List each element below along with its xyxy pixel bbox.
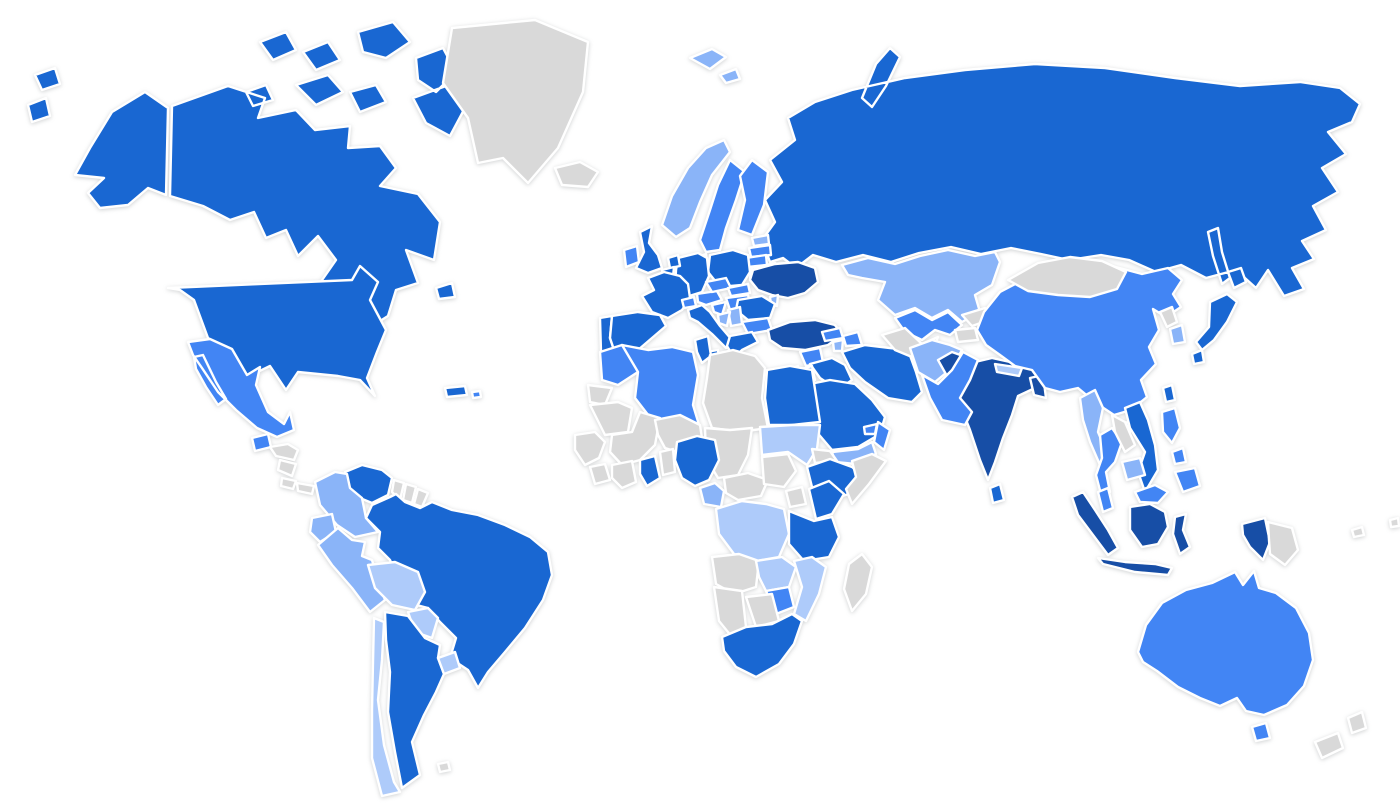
country-sri-lanka[interactable]	[988, 482, 1006, 505]
country-ivory-coast[interactable]	[610, 459, 638, 490]
country-azerbaijan[interactable]	[841, 330, 864, 348]
country-uruguay[interactable]	[436, 650, 462, 676]
country-sweden[interactable]	[698, 158, 747, 254]
country-tanzania[interactable]	[787, 509, 841, 563]
country-madagascar[interactable]	[842, 552, 874, 613]
country-algeria[interactable]	[620, 343, 702, 437]
country-uae[interactable]	[862, 422, 879, 436]
country-iran[interactable]	[840, 343, 924, 404]
country-vietnam[interactable]	[1123, 400, 1160, 494]
country-finland[interactable]	[736, 158, 770, 237]
country-greenland[interactable]	[441, 18, 590, 185]
country-falkland-islands[interactable]	[436, 760, 452, 774]
country-chile[interactable]	[370, 616, 402, 798]
country-malaysia[interactable]	[1096, 483, 1170, 514]
country-dr-congo[interactable]	[714, 499, 791, 563]
country-norway[interactable]	[660, 47, 742, 239]
country-czechia[interactable]	[704, 276, 733, 294]
country-united-kingdom[interactable]	[634, 224, 664, 275]
country-libya[interactable]	[701, 348, 770, 434]
country-armenia[interactable]	[831, 338, 845, 353]
country-zambia[interactable]	[754, 555, 798, 593]
country-philippines[interactable]	[1160, 406, 1202, 494]
country-cameroon[interactable]	[698, 481, 726, 509]
country-spain[interactable]	[608, 310, 668, 354]
country-puerto-rico[interactable]	[470, 389, 483, 400]
country-bolivia[interactable]	[366, 560, 427, 612]
country-ukraine[interactable]	[748, 260, 820, 300]
country-mexico[interactable]	[186, 337, 296, 439]
country-brazil[interactable]	[364, 492, 554, 690]
countries-layer	[26, 18, 1400, 798]
country-ghana[interactable]	[638, 454, 662, 488]
country-ireland[interactable]	[622, 244, 641, 269]
country-egypt[interactable]	[763, 364, 822, 427]
country-canada[interactable]	[168, 20, 468, 332]
country-pakistan[interactable]	[920, 350, 980, 427]
country-serbia[interactable]	[726, 305, 744, 328]
country-costa-rica[interactable]	[279, 476, 298, 491]
country-somalia[interactable]	[844, 452, 888, 506]
country-mali[interactable]	[608, 410, 662, 467]
country-guinea[interactable]	[588, 462, 612, 486]
country-uganda[interactable]	[784, 485, 808, 509]
country-suriname[interactable]	[401, 482, 418, 505]
country-dominican-republic[interactable]	[443, 384, 469, 399]
country-australia[interactable]	[1136, 569, 1315, 743]
country-argentina[interactable]	[383, 610, 446, 790]
country-switzerland[interactable]	[680, 295, 698, 310]
country-fiji[interactable]	[1388, 516, 1400, 529]
country-japan[interactable]	[1190, 266, 1248, 366]
country-kenya[interactable]	[807, 479, 846, 521]
country-laos[interactable]	[1110, 413, 1137, 454]
country-cambodia[interactable]	[1120, 456, 1147, 482]
country-iceland[interactable]	[553, 160, 600, 189]
country-indonesia[interactable]	[1070, 490, 1272, 577]
country-new-caledonia[interactable]	[1350, 525, 1366, 539]
country-mongolia[interactable]	[1006, 255, 1128, 299]
country-benin[interactable]	[658, 447, 677, 477]
country-nigeria[interactable]	[673, 434, 721, 488]
country-south-sudan[interactable]	[760, 452, 798, 489]
country-guatemala[interactable]	[250, 432, 273, 453]
country-papua-new-guinea[interactable]	[1266, 520, 1300, 567]
country-senegal[interactable]	[573, 430, 607, 467]
country-sudan[interactable]	[758, 423, 822, 467]
country-france[interactable]	[640, 270, 692, 320]
country-north-korea[interactable]	[1158, 305, 1179, 329]
country-angola[interactable]	[710, 552, 761, 596]
country-nicaragua[interactable]	[276, 458, 298, 478]
country-bosnia[interactable]	[716, 310, 732, 328]
country-netherlands[interactable]	[666, 253, 682, 270]
country-mozambique[interactable]	[792, 555, 828, 623]
country-oman[interactable]	[872, 420, 892, 452]
country-slovakia[interactable]	[726, 282, 752, 298]
country-honduras[interactable]	[268, 442, 300, 462]
country-tunisia[interactable]	[693, 334, 713, 365]
country-panama[interactable]	[295, 481, 316, 496]
country-tajikistan[interactable]	[953, 326, 980, 344]
country-mauritania[interactable]	[588, 400, 634, 437]
country-central-african-republic[interactable]	[722, 471, 770, 502]
country-south-korea[interactable]	[1168, 323, 1187, 346]
country-new-zealand[interactable]	[1313, 710, 1368, 760]
country-taiwan[interactable]	[1161, 383, 1177, 404]
country-south-africa[interactable]	[720, 612, 804, 679]
